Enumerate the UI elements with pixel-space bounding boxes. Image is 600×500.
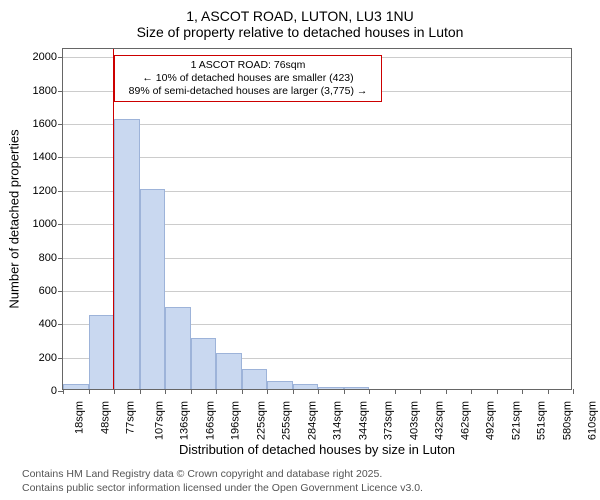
x-tick-mark: [140, 389, 141, 394]
chart-container: 1, ASCOT ROAD, LUTON, LU3 1NU Size of pr…: [0, 0, 600, 500]
x-tick-label: 521sqm: [510, 401, 522, 440]
histogram-bar: [216, 353, 242, 389]
x-tick-mark: [191, 389, 192, 394]
y-axis-label: Number of detached properties: [7, 129, 22, 308]
x-tick-mark: [293, 389, 294, 394]
histogram-bar: [165, 307, 191, 389]
y-tick-label: 2000: [33, 51, 63, 63]
x-tick-mark: [242, 389, 243, 394]
x-tick-mark: [344, 389, 345, 394]
x-tick-label: 136sqm: [179, 401, 191, 440]
plot-area: 020040060080010001200140016001800200018s…: [62, 48, 572, 390]
y-tick-label: 200: [39, 352, 63, 364]
histogram-bar: [344, 387, 370, 389]
x-tick-mark: [497, 389, 498, 394]
x-tick-mark: [395, 389, 396, 394]
annotation-line: 89% of semi-detached houses are larger (…: [121, 85, 375, 98]
x-tick-mark: [89, 389, 90, 394]
histogram-bar: [140, 189, 166, 389]
attribution-line: Contains public sector information licen…: [22, 482, 423, 496]
y-tick-label: 800: [39, 252, 63, 264]
y-tick-label: 1200: [33, 185, 63, 197]
attribution-line: Contains HM Land Registry data © Crown c…: [22, 468, 423, 482]
x-tick-label: 314sqm: [332, 401, 344, 440]
y-tick-label: 400: [39, 318, 63, 330]
x-tick-label: 18sqm: [74, 401, 86, 434]
x-tick-label: 344sqm: [357, 401, 369, 440]
y-tick-label: 0: [51, 385, 63, 397]
x-tick-label: 580sqm: [561, 401, 573, 440]
histogram-bar: [242, 369, 268, 389]
x-tick-mark: [165, 389, 166, 394]
x-tick-label: 462sqm: [459, 401, 471, 440]
x-tick-label: 255sqm: [281, 401, 293, 440]
x-tick-label: 196sqm: [230, 401, 242, 440]
x-tick-label: 551sqm: [536, 401, 548, 440]
histogram-bar: [63, 384, 89, 389]
annotation-line: 1 ASCOT ROAD: 76sqm: [121, 59, 375, 72]
y-tick-label: 1600: [33, 118, 63, 130]
x-tick-label: 48sqm: [99, 401, 111, 434]
chart-title-line2: Size of property relative to detached ho…: [0, 24, 600, 46]
x-tick-mark: [216, 389, 217, 394]
y-tick-label: 600: [39, 285, 63, 297]
chart-title-line1: 1, ASCOT ROAD, LUTON, LU3 1NU: [0, 0, 600, 24]
histogram-bar: [191, 338, 217, 389]
x-tick-mark: [522, 389, 523, 394]
x-tick-mark: [267, 389, 268, 394]
y-tick-label: 1400: [33, 151, 63, 163]
x-tick-mark: [446, 389, 447, 394]
histogram-bar: [114, 119, 140, 389]
x-tick-mark: [63, 389, 64, 394]
x-tick-mark: [471, 389, 472, 394]
x-tick-label: 284sqm: [306, 401, 318, 440]
x-tick-label: 373sqm: [383, 401, 395, 440]
x-tick-label: 492sqm: [485, 401, 497, 440]
y-tick-label: 1000: [33, 218, 63, 230]
x-axis-label: Distribution of detached houses by size …: [179, 442, 455, 457]
histogram-bar: [318, 387, 344, 390]
attribution-text: Contains HM Land Registry data © Crown c…: [22, 468, 423, 495]
x-tick-label: 403sqm: [408, 401, 420, 440]
x-tick-label: 225sqm: [255, 401, 267, 440]
histogram-bar: [293, 384, 319, 389]
x-tick-mark: [548, 389, 549, 394]
histogram-bar: [89, 315, 115, 389]
x-tick-mark: [369, 389, 370, 394]
x-tick-mark: [318, 389, 319, 394]
x-tick-label: 166sqm: [204, 401, 216, 440]
y-tick-label: 1800: [33, 85, 63, 97]
histogram-bar: [267, 381, 293, 389]
annotation-box: 1 ASCOT ROAD: 76sqm← 10% of detached hou…: [114, 55, 382, 102]
x-tick-mark: [114, 389, 115, 394]
x-tick-label: 610sqm: [587, 401, 599, 440]
annotation-line: ← 10% of detached houses are smaller (42…: [121, 72, 375, 85]
x-tick-label: 107sqm: [153, 401, 165, 440]
x-tick-mark: [420, 389, 421, 394]
x-tick-mark: [573, 389, 574, 394]
x-tick-label: 77sqm: [125, 401, 137, 434]
x-tick-label: 432sqm: [434, 401, 446, 440]
